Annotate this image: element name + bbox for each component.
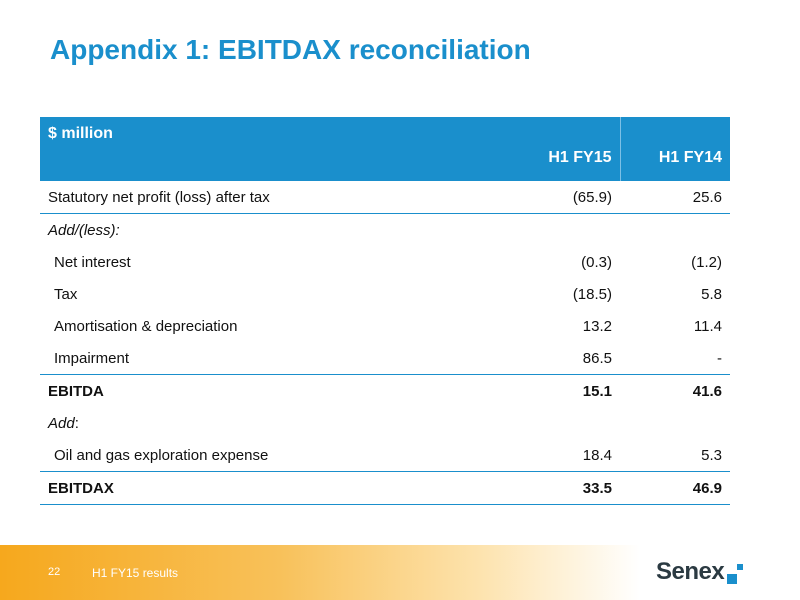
row-value-h1-fy15 xyxy=(500,407,620,439)
row-value-h1-fy15: 86.5 xyxy=(500,342,620,375)
row-label: EBITDAX xyxy=(40,471,500,505)
footer-text: H1 FY15 results xyxy=(92,566,179,580)
table-header-row: $ million H1 FY15 H1 FY14 xyxy=(40,117,730,181)
table-row: Statutory net profit (loss) after tax (6… xyxy=(40,181,730,214)
row-value-h1-fy15: 15.1 xyxy=(582,382,612,400)
row-value-h1-fy15: (0.3) xyxy=(581,253,612,271)
row-value-h1-fy14: 11.4 xyxy=(693,317,722,335)
row-value-h1-fy14 xyxy=(620,214,730,247)
row-label: Add/(less): xyxy=(48,221,120,239)
table-row: Oil and gas exploration expense 18.4 5.3 xyxy=(40,439,730,472)
header-col-h1-fy14: H1 FY14 xyxy=(619,117,730,181)
row-label: Amortisation & depreciation xyxy=(54,317,238,335)
row-label: Add: xyxy=(40,407,500,439)
row-value-h1-fy14: (1.2) xyxy=(691,253,722,271)
page-number: 22 xyxy=(48,566,61,578)
footer-band xyxy=(0,545,800,600)
row-value-h1-fy15: 13.2 xyxy=(582,317,612,335)
table-row: Net interest (0.3) (1.2) xyxy=(40,246,730,278)
row-label: Statutory net profit (loss) after tax xyxy=(40,181,500,214)
row-value-h1-fy14 xyxy=(620,407,730,439)
header-label: $ million xyxy=(40,117,500,181)
table-row-subtotal: EBITDA 15.1 41.6 xyxy=(40,375,730,408)
row-label-italic: Add xyxy=(48,414,75,432)
row-value-h1-fy14: 25.6 xyxy=(620,181,730,214)
row-label: Tax xyxy=(54,285,78,303)
row-value-h1-fy14: 46.9 xyxy=(620,471,730,505)
row-label: Impairment xyxy=(40,342,500,375)
table-row: Add/(less): xyxy=(40,214,730,247)
row-value-h1-fy14: 5.3 xyxy=(620,439,730,472)
page-title: Appendix 1: EBITDAX reconciliation xyxy=(50,34,531,65)
senex-logo: Senex xyxy=(656,556,745,586)
row-value-h1-fy15: (65.9) xyxy=(500,181,620,214)
row-value-h1-fy14: 41.6 xyxy=(692,382,722,400)
table-row-total: EBITDAX 33.5 46.9 xyxy=(40,471,730,505)
row-value-h1-fy15: (18.5) xyxy=(572,285,612,303)
row-value-h1-fy15: 33.5 xyxy=(500,471,620,505)
row-value-h1-fy15 xyxy=(500,214,620,247)
row-value-h1-fy14: 5.8 xyxy=(701,285,722,303)
table-row: Tax (18.5) 5.8 xyxy=(40,278,730,310)
row-label: Net interest xyxy=(54,253,131,271)
row-label-suffix: : xyxy=(74,414,79,432)
ebitdax-table: $ million H1 FY15 H1 FY14 Statutory net … xyxy=(40,117,730,505)
table-row: Impairment 86.5 - xyxy=(40,342,730,375)
row-label: EBITDA xyxy=(48,382,104,400)
logo-text: Senex xyxy=(656,558,725,585)
header-col-h1-fy15: H1 FY15 xyxy=(500,117,620,181)
row-value-h1-fy14: - xyxy=(620,342,730,375)
table-row: Add: xyxy=(40,407,730,439)
table-row: Amortisation & depreciation 13.2 11.4 xyxy=(40,310,730,342)
logo-mark-icon xyxy=(727,562,745,586)
row-value-h1-fy15: 18.4 xyxy=(500,439,620,472)
row-label: Oil and gas exploration expense xyxy=(40,439,500,472)
